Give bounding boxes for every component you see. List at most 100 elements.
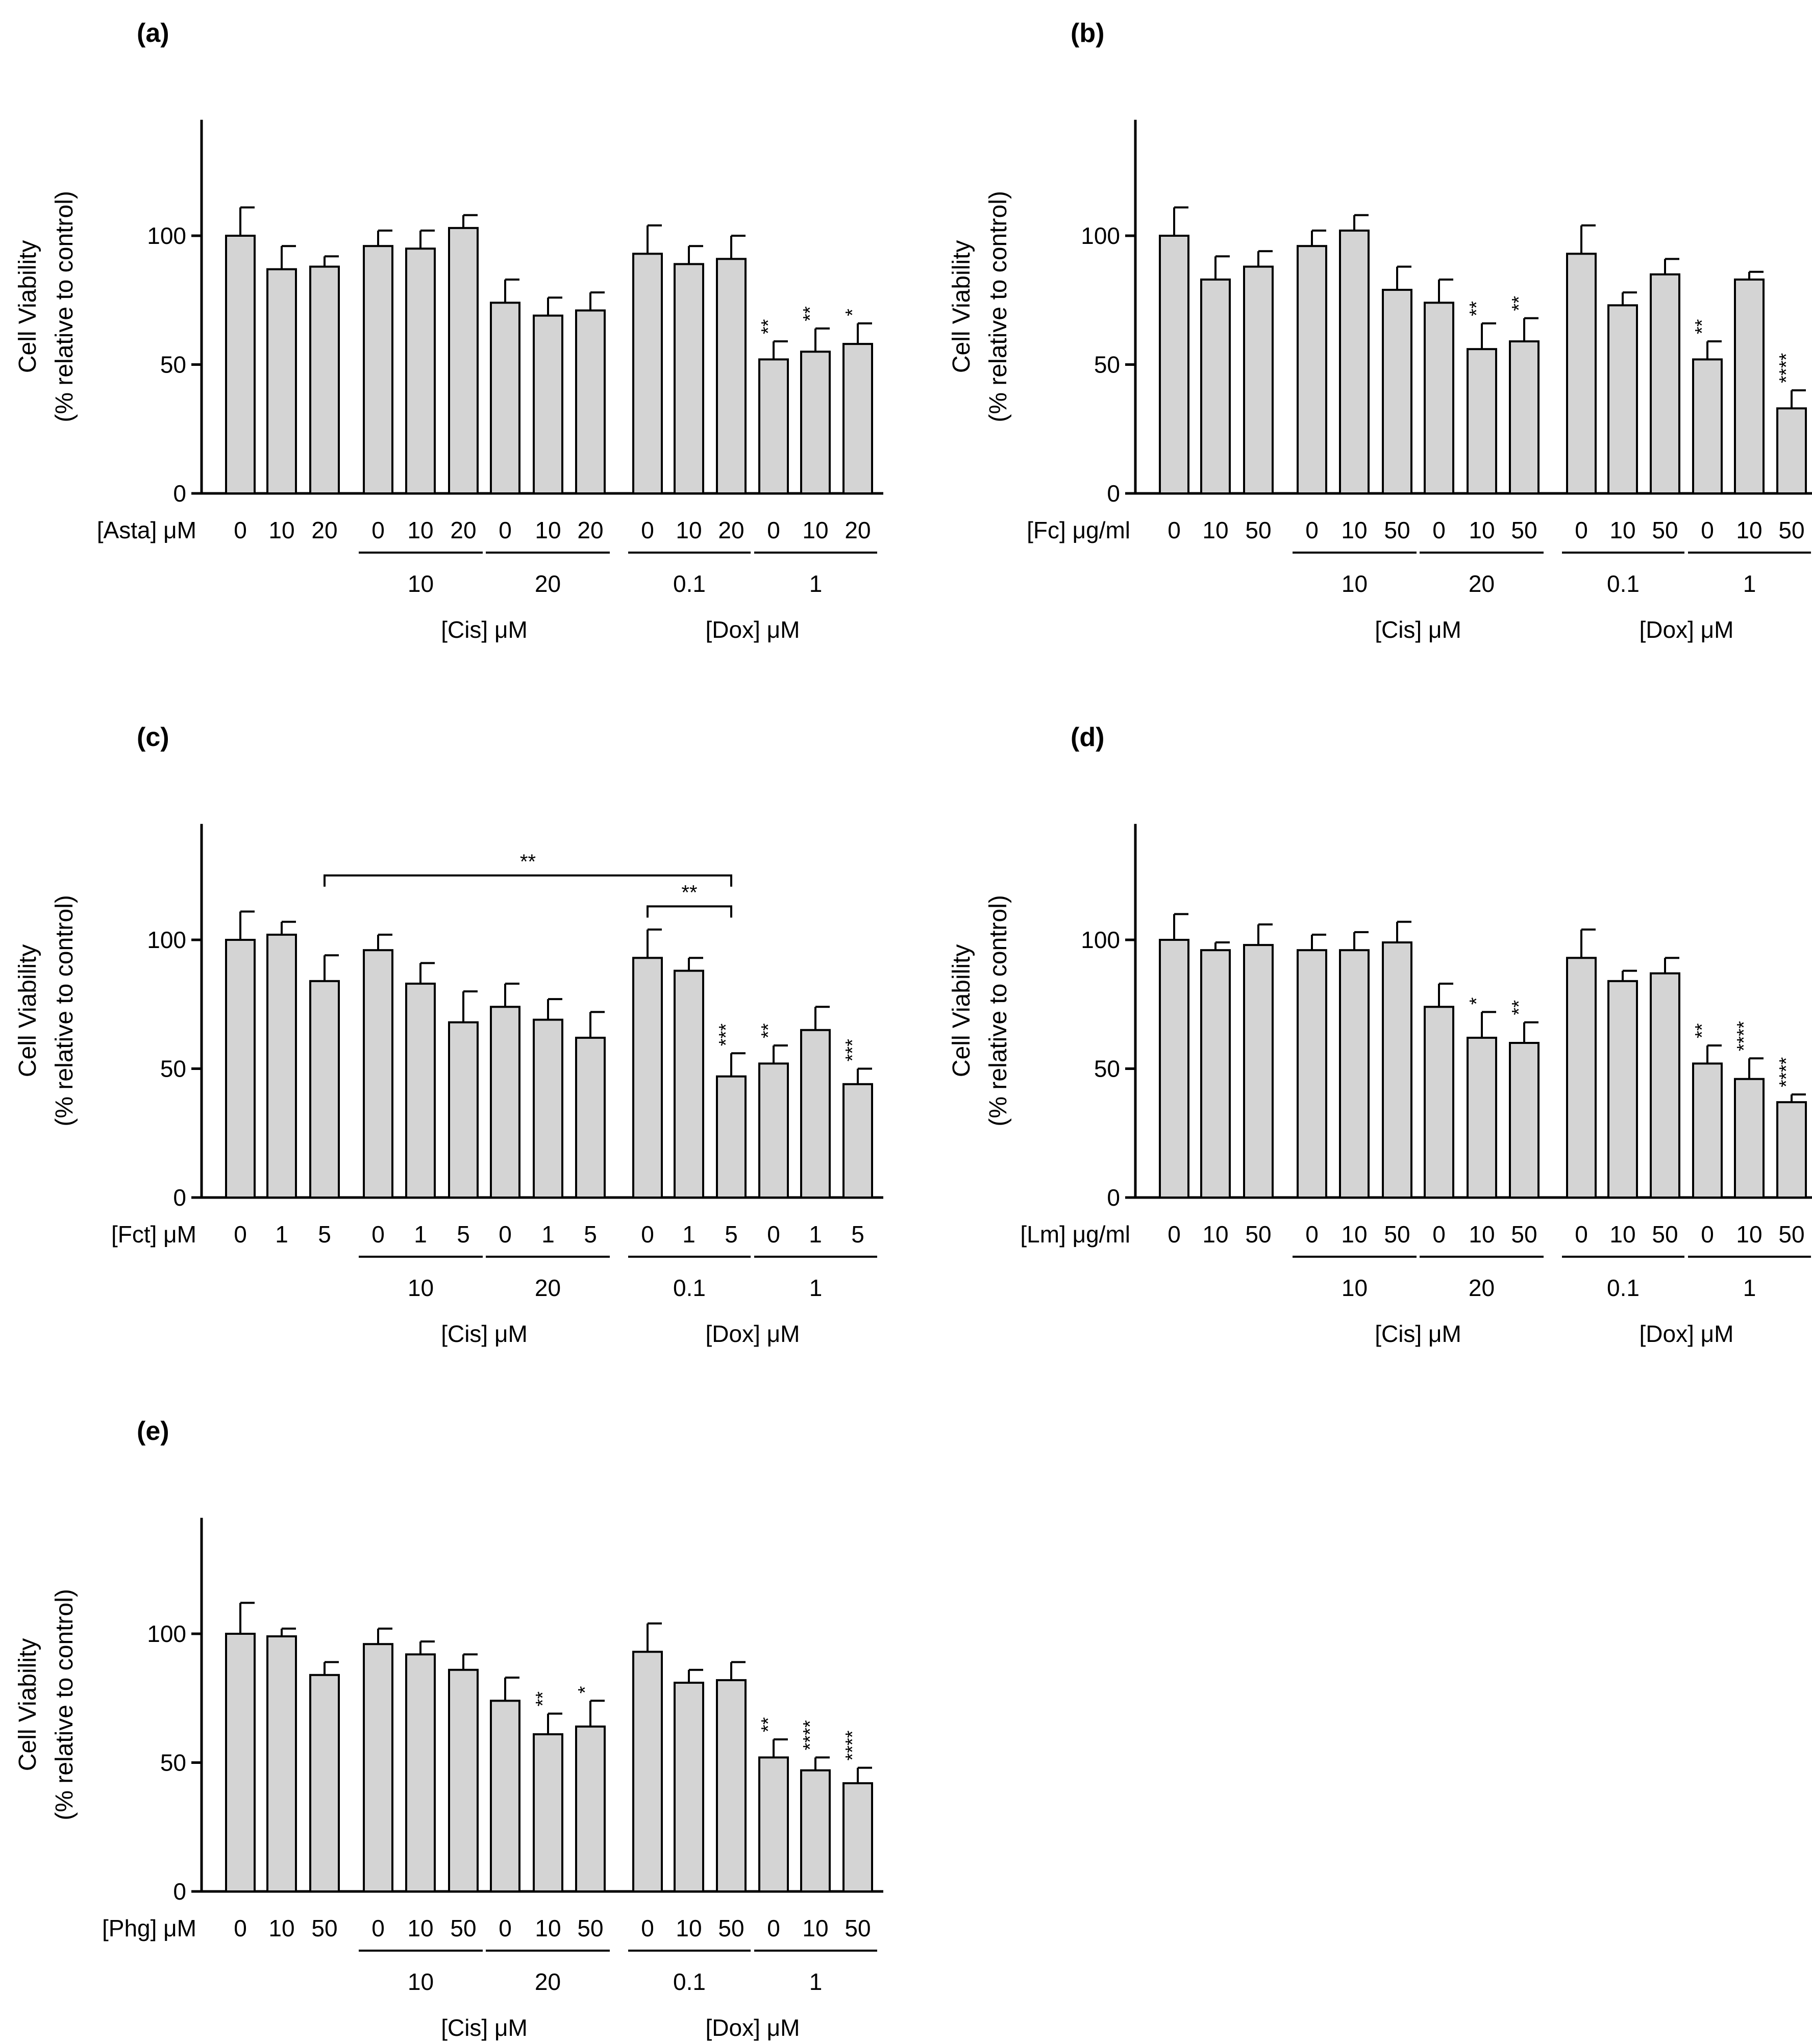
group-label: [Cis] μM (441, 616, 528, 643)
bar (1566, 957, 1597, 1199)
subgroup-label: 20 (535, 1968, 561, 1995)
x-category-label: 50 (1245, 517, 1271, 543)
y-tick-label: 100 (1081, 927, 1120, 953)
subgroup-label: 1 (1743, 570, 1756, 597)
panel-label: (e) (137, 1416, 169, 1446)
significance-mark: ** (532, 1691, 554, 1707)
subgroup-label: 0.1 (673, 1275, 706, 1301)
significance-mark: ** (1508, 1000, 1530, 1015)
bar (533, 1018, 563, 1199)
x-category-label: 1 (682, 1221, 696, 1248)
x-category-label: 0 (1701, 517, 1714, 543)
subgroup-label: 10 (408, 1275, 434, 1301)
y-tick-label: 50 (160, 352, 186, 378)
comparison-bracket (647, 905, 732, 918)
chart-panel-b: (b) Cell Viability (% relative to control)… (948, 18, 1812, 643)
x-category-label: 0 (641, 517, 654, 543)
y-tick-label: 100 (147, 927, 186, 953)
bar (1607, 980, 1638, 1199)
x-category-label: 0 (499, 1915, 512, 1941)
subgroup-label: 1 (809, 1275, 823, 1301)
x-category-label: 50 (1652, 1221, 1678, 1248)
x-category-label: 0 (234, 1915, 247, 1941)
x-category-label: 20 (577, 517, 603, 543)
bar (1650, 273, 1680, 494)
x-category-label: 0 (499, 1221, 512, 1248)
significance-mark: ** (1508, 296, 1530, 311)
bar (1297, 949, 1327, 1199)
bar (266, 268, 297, 495)
significance-mark: ** (1466, 301, 1487, 316)
y-tick-label: 50 (1094, 1056, 1120, 1082)
bracket-significance: ** (520, 851, 536, 873)
bar (674, 1681, 704, 1892)
bar (1650, 972, 1680, 1199)
y-axis-label: Cell Viability (948, 240, 975, 373)
x-category-label: 10 (1736, 517, 1762, 543)
y-tick-label: 0 (1107, 480, 1120, 507)
treatment-label: [Asta] μM (97, 517, 196, 543)
subgroup-label: 20 (1469, 570, 1495, 597)
bar (632, 1651, 663, 1892)
significance-mark: ** (800, 306, 821, 321)
x-category-label: 0 (371, 1221, 385, 1248)
x-category-label: 10 (676, 1915, 702, 1941)
bar (1692, 358, 1723, 495)
bar (225, 235, 256, 494)
subgroup-label: 10 (408, 1968, 434, 1995)
x-category-label: 10 (1609, 517, 1635, 543)
subgroup-label: 20 (535, 570, 561, 597)
x-category-label: 0 (1432, 517, 1446, 543)
significance-mark: ** (1692, 319, 1713, 334)
subgroup-label: 0.1 (1607, 570, 1640, 597)
bar (448, 227, 479, 495)
x-category-label: 50 (1245, 1221, 1271, 1248)
subgroup-label: 0.1 (673, 1968, 706, 1995)
x-category-label: 20 (845, 517, 871, 543)
x-category-label: 10 (802, 1915, 828, 1941)
x-category-label: 10 (535, 1915, 561, 1941)
bar (405, 1653, 436, 1892)
significance-mark: **** (842, 1730, 863, 1760)
x-category-label: 0 (234, 1221, 247, 1248)
x-category-label: 0 (641, 1221, 654, 1248)
bar (1509, 340, 1540, 494)
y-tick-label: 0 (173, 1184, 186, 1211)
x-category-label: 10 (1341, 1221, 1367, 1248)
bar (575, 1036, 606, 1199)
bar (1509, 1042, 1540, 1199)
y-axis-label: Cell Viability (14, 1638, 41, 1772)
bar (716, 258, 747, 494)
y-axis-label-sub: (% relative to control) (51, 895, 78, 1127)
x-category-label: 10 (535, 517, 561, 543)
significance-mark: **** (1776, 1057, 1797, 1087)
chart-panel-c: (c) Cell Viability (% relative to control)… (14, 722, 883, 1347)
x-category-label: 0 (1168, 1221, 1181, 1248)
group-label: [Cis] μM (1375, 616, 1461, 643)
bar (309, 980, 340, 1199)
treatment-label: [Fct] μM (111, 1221, 196, 1248)
bar (1382, 289, 1412, 494)
bar (800, 351, 831, 494)
bar (1607, 304, 1638, 494)
bar (1776, 407, 1807, 494)
bar (1467, 1036, 1497, 1199)
x-category-label: 50 (311, 1915, 337, 1941)
x-category-label: 0 (1575, 517, 1588, 543)
chart-panel-e: (e) Cell Viability (% relative to control)… (14, 1416, 883, 2041)
y-tick-label: 50 (1094, 352, 1120, 378)
x-category-label: 0 (1432, 1221, 1446, 1248)
x-category-label: 0 (234, 517, 247, 543)
x-category-label: 20 (718, 517, 744, 543)
y-axis-label-sub: (% relative to control) (51, 191, 78, 422)
x-category-label: 0 (767, 517, 780, 543)
bar (800, 1029, 831, 1199)
subgroup-label: 1 (1743, 1275, 1756, 1301)
x-category-label: 0 (371, 1915, 385, 1941)
bar (225, 1633, 256, 1892)
significance-mark: *** (715, 1024, 737, 1046)
x-category-label: 10 (1202, 1221, 1228, 1248)
bar (800, 1769, 831, 1893)
bar (1159, 235, 1189, 494)
bar (1467, 348, 1497, 494)
